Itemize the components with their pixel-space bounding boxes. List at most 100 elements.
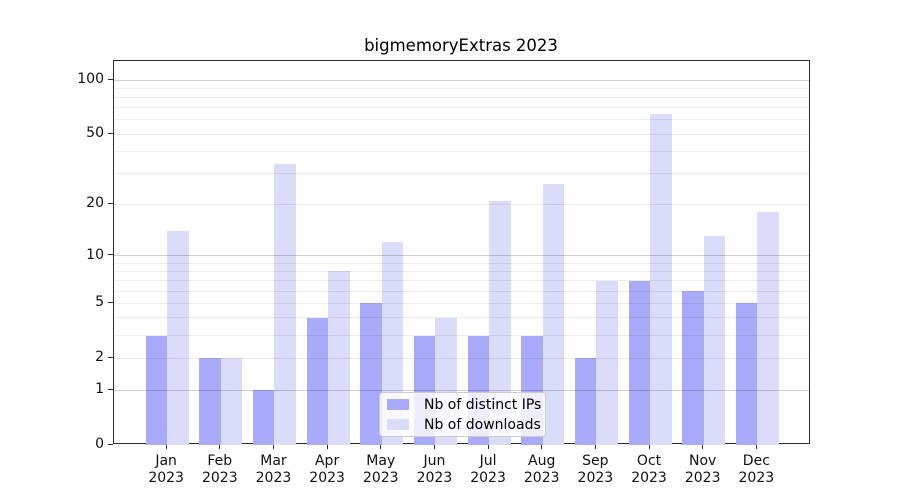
x-tick-label-month: Oct	[636, 453, 662, 469]
bar-downloads-Feb	[220, 358, 243, 446]
gridline-minor	[113, 150, 809, 152]
y-tickmark	[107, 202, 113, 204]
y-tick-label: 100	[77, 71, 104, 87]
x-tick-label-year: 2023	[416, 469, 453, 486]
x-tick-label-year: 2023	[201, 469, 238, 486]
bar-downloads-Jul	[489, 200, 511, 446]
x-tick-label-year: 2023	[470, 469, 506, 486]
x-tick-label: Aug 2023	[512, 453, 572, 486]
legend: Nb of distinct IPs Nb of downloads	[379, 392, 546, 437]
x-tick-label-month: Nov	[689, 453, 717, 469]
x-tickmark	[219, 444, 221, 450]
x-tick-label-month: Jun	[423, 453, 446, 469]
y-tickmark	[107, 254, 113, 255]
x-tick-label: Mar 2023	[243, 453, 303, 486]
x-tick-label: Sep 2023	[565, 453, 625, 486]
chart-title: bigmemoryExtras 2023	[364, 36, 558, 55]
x-tickmark	[487, 444, 489, 450]
bar-distinct-ips-Feb	[199, 358, 221, 446]
bar-downloads-Oct	[650, 113, 672, 446]
bar-downloads-Nov	[703, 236, 726, 446]
bar-distinct-ips-Jan	[145, 335, 168, 446]
x-tick-label-year: 2023	[255, 469, 292, 486]
x-tickmark	[326, 444, 328, 450]
gridline-minor	[113, 335, 809, 337]
x-tick-label: Dec 2023	[726, 453, 786, 486]
gridline-minor	[113, 270, 809, 272]
x-tick-label: Jul 2023	[458, 453, 518, 486]
x-tickmark	[755, 444, 757, 450]
bar-distinct-ips-Sep	[574, 358, 597, 446]
gridline-major	[113, 255, 809, 256]
y-tickmark	[107, 301, 113, 303]
x-tick-label-month: Feb	[207, 453, 233, 469]
x-tick-label-year: 2023	[738, 469, 775, 486]
gridline-minor	[113, 317, 809, 319]
x-tick-label: Nov 2023	[673, 453, 733, 486]
gridline-major	[113, 389, 809, 391]
bar-distinct-ips-May	[360, 303, 382, 446]
bar-distinct-ips-Apr	[306, 317, 329, 446]
gridline-minor	[113, 302, 809, 304]
gridline-minor	[113, 133, 809, 135]
y-tick-label: 5	[95, 294, 104, 311]
y-tick-label: 20	[86, 195, 104, 212]
legend-row-downloads: Nb of downloads	[380, 417, 545, 433]
x-tick-label: Apr 2023	[297, 453, 357, 486]
x-tick-label-month: May	[366, 453, 396, 469]
x-tick-label-year: 2023	[631, 469, 667, 486]
x-tick-label-month: Dec	[742, 453, 770, 469]
x-tick-label-month: Apr	[314, 453, 340, 469]
x-tickmark	[702, 444, 704, 450]
legend-label-downloads: Nb of downloads	[424, 416, 541, 433]
x-tickmark	[433, 444, 435, 450]
gridline-minor	[113, 87, 809, 89]
x-tick-label-year: 2023	[148, 469, 184, 486]
y-tick-label: 1	[95, 381, 104, 398]
x-tick-label-month: Mar	[260, 453, 287, 469]
legend-label-distinct-ips: Nb of distinct IPs	[424, 396, 542, 413]
x-tickmark	[594, 444, 596, 450]
bar-downloads-Mar	[274, 163, 296, 446]
x-tick-label-year: 2023	[684, 469, 721, 486]
y-tickmark	[107, 132, 113, 134]
legend-swatch-distinct-ips	[387, 399, 409, 410]
x-tickmark	[165, 444, 167, 450]
plot-area	[112, 59, 810, 446]
legend-row-distinct-ips: Nb of distinct IPs	[380, 397, 545, 413]
gridline-minor	[113, 96, 809, 98]
x-tick-label-year: 2023	[577, 469, 614, 486]
x-tick-label: Feb 2023	[190, 453, 250, 486]
bar-downloads-Sep	[596, 280, 618, 446]
gridline-minor	[113, 119, 809, 121]
bar-downloads-Apr	[328, 271, 350, 446]
y-tickmark	[107, 356, 113, 358]
x-tick-label-year: 2023	[362, 469, 399, 486]
bar-downloads-Dec	[757, 212, 779, 446]
bar-downloads-Jan	[167, 230, 189, 446]
bar-distinct-ips-Nov	[682, 291, 704, 446]
bar-distinct-ips-Oct	[628, 280, 651, 446]
x-tick-label: Jan 2023	[136, 453, 196, 486]
bar-downloads-Aug	[542, 184, 565, 446]
y-tick-label: 10	[86, 246, 104, 263]
x-tick-label-month: Aug	[528, 453, 556, 469]
y-tick-label: 0	[95, 436, 104, 453]
gridline-minor	[113, 280, 809, 282]
bar-distinct-ips-Dec	[735, 303, 758, 446]
y-tick-label: 2	[95, 349, 104, 366]
x-tickmark	[272, 444, 274, 450]
gridline-minor	[113, 172, 809, 174]
gridline-minor	[113, 357, 809, 359]
x-tick-label: Jun 2023	[404, 453, 464, 486]
x-tickmark	[648, 444, 650, 450]
gridline-minor	[113, 290, 809, 292]
x-tick-label: Oct 2023	[619, 453, 679, 486]
x-tick-label: May 2023	[351, 453, 411, 486]
x-tick-label-month: Sep	[582, 453, 609, 469]
x-tick-label-month: Jan	[155, 453, 177, 469]
x-tickmark	[541, 444, 543, 450]
x-tick-label-year: 2023	[523, 469, 560, 486]
gridline-minor	[113, 107, 809, 109]
